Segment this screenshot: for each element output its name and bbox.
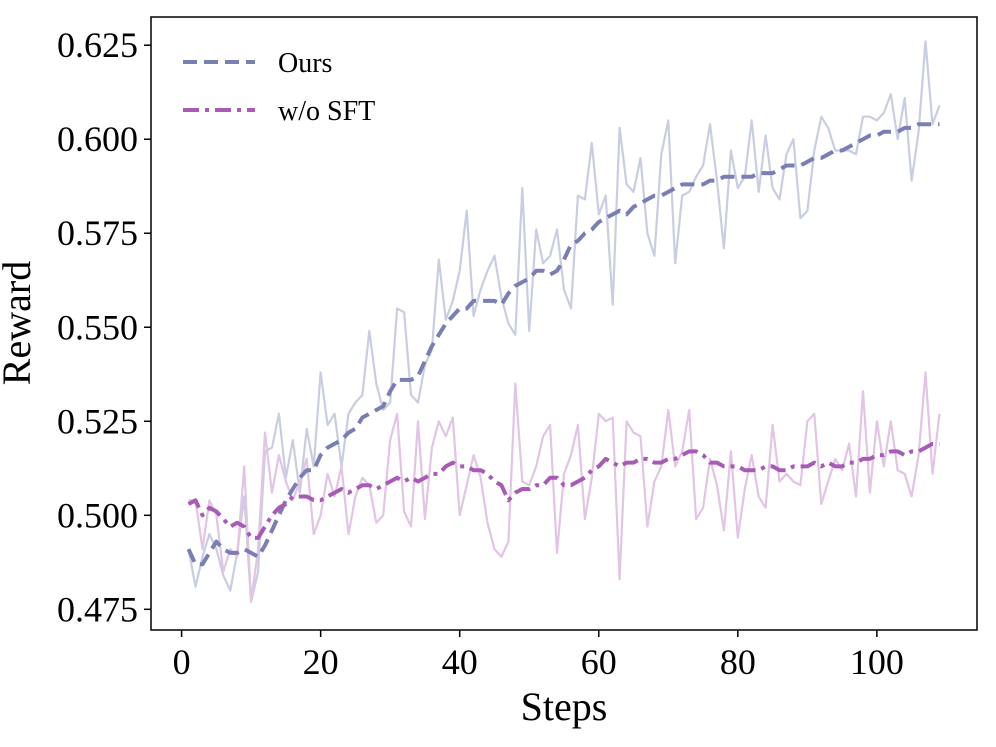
y-tick-label: 0.575 (57, 213, 138, 253)
smoothed-series-layer (186, 122, 940, 567)
axes-layer: 0 20 40 60 80 100 0.475 0.500 0.525 0.550 0.575 0.6… (57, 25, 904, 682)
y-tick-label: 0.625 (57, 25, 138, 65)
x-tick-label: 80 (720, 642, 756, 682)
legend-label-wo-sft: w/o SFT (278, 96, 375, 127)
raw-line-w-o-sft (188, 371, 941, 603)
y-tick-label: 0.550 (57, 307, 138, 347)
x-tick-label: 100 (850, 642, 904, 682)
y-tick-label: 0.525 (57, 401, 138, 441)
legend-label-ours: Ours (278, 48, 332, 79)
y-tick-label: 0.500 (57, 495, 138, 535)
x-tick-label: 0 (173, 642, 191, 682)
plot-frame (150, 16, 978, 631)
y-tick-label: 0.475 (57, 589, 138, 629)
y-axis-title: Reward (0, 261, 39, 385)
x-axis-title: Steps (521, 684, 608, 729)
legend: Ours w/o SFT (183, 48, 375, 127)
raw-series-layer (187, 40, 941, 603)
y-tick-label: 0.600 (57, 119, 138, 159)
x-tick-label: 60 (581, 642, 617, 682)
raw-line-ours (187, 40, 941, 603)
smoothed-line-w-o-sft (187, 441, 940, 540)
x-tick-label: 40 (442, 642, 478, 682)
x-tick-label: 20 (303, 642, 339, 682)
